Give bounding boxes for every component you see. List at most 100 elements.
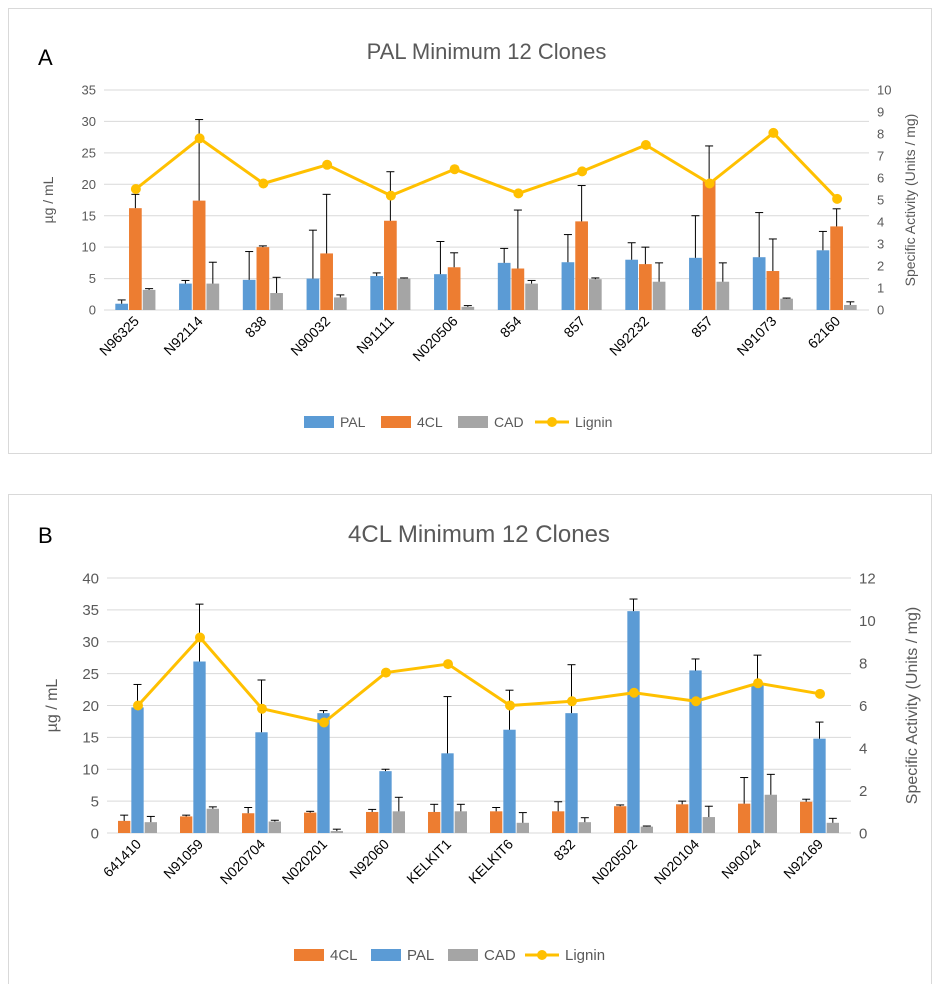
point-lignin xyxy=(381,667,391,678)
bar-cad xyxy=(588,279,602,310)
legend-label: PAL xyxy=(407,947,434,964)
category-label: N020502 xyxy=(589,836,641,888)
category-label: N91059 xyxy=(160,836,206,882)
bar-4cl xyxy=(180,816,193,833)
y-tick-label: 30 xyxy=(82,114,96,129)
point-lignin xyxy=(130,184,141,194)
bar-pal xyxy=(370,276,384,310)
category-label: N92232 xyxy=(606,313,652,359)
point-lignin xyxy=(832,193,843,204)
legend-marker-lignin xyxy=(537,950,547,960)
bar-pal xyxy=(503,729,516,833)
y-tick-label: 5 xyxy=(89,271,96,286)
bar-cad xyxy=(333,297,347,310)
legend-swatch-cad xyxy=(458,416,488,428)
bar-4cl xyxy=(766,271,780,310)
category-label: N020506 xyxy=(409,313,461,365)
bar-4cl xyxy=(129,208,142,310)
bar-4cl xyxy=(830,226,843,310)
legend-label: 4CL xyxy=(417,414,443,430)
bar-4cl xyxy=(639,264,652,310)
bar-pal xyxy=(497,262,511,310)
y-tick-label: 10 xyxy=(82,240,96,255)
legend-swatch-4cl xyxy=(381,416,411,428)
bar-pal xyxy=(816,250,830,310)
legend-label: CAD xyxy=(494,414,524,430)
bar-pal xyxy=(179,283,192,310)
legend-label: Lignin xyxy=(575,414,612,430)
bar-pal xyxy=(242,279,256,310)
y2-axis-title: Specific Activity (Units / mg) xyxy=(904,607,921,804)
bar-4cl xyxy=(702,180,716,310)
line-lignin xyxy=(134,131,839,200)
category-label: 857 xyxy=(688,313,716,341)
y-tick-label: 25 xyxy=(82,145,96,160)
y2-tick-label: 6 xyxy=(859,698,867,715)
bar-pal xyxy=(379,771,392,833)
panel-label-b: B xyxy=(38,523,53,548)
y-tick-label: 20 xyxy=(82,698,99,715)
category-label: N020104 xyxy=(651,836,703,888)
y2-tick-label: 12 xyxy=(859,570,876,587)
point-lignin xyxy=(385,190,396,201)
bar-cad xyxy=(652,281,666,310)
panel-label-a: A xyxy=(38,45,53,70)
legend-label: Lignin xyxy=(565,947,605,964)
bar-4cl xyxy=(366,811,379,833)
y-tick-label: 0 xyxy=(91,825,99,842)
bar-4cl xyxy=(242,813,255,833)
y2-tick-label: 4 xyxy=(859,740,867,757)
point-lignin xyxy=(133,700,143,711)
bar-4cl xyxy=(800,801,813,833)
category-label: N91111 xyxy=(353,313,397,357)
bar-pal xyxy=(131,707,144,833)
y-tick-label: 5 xyxy=(91,793,99,810)
point-lignin xyxy=(704,178,715,189)
bar-pal xyxy=(813,738,826,833)
bar-cad xyxy=(780,298,793,310)
line-lignin xyxy=(136,636,821,724)
bar-pal xyxy=(441,753,454,833)
category-label: KELKIT6 xyxy=(465,836,516,887)
point-lignin xyxy=(322,159,333,170)
legend-label: 4CL xyxy=(330,947,358,964)
point-lignin xyxy=(319,717,329,728)
category-label: N020704 xyxy=(217,836,269,888)
y2-tick-label: 0 xyxy=(859,825,867,842)
legend-marker-lignin xyxy=(547,417,557,427)
category-label: N92060 xyxy=(346,836,392,882)
bar-cad xyxy=(525,283,538,310)
bar-pal xyxy=(689,257,702,310)
bar-cad xyxy=(392,811,405,833)
bar-cad xyxy=(270,293,283,310)
bar-pal xyxy=(752,257,766,310)
point-lignin xyxy=(567,696,577,707)
legend-label: PAL xyxy=(340,414,366,430)
bar-4cl xyxy=(511,268,525,310)
bar-pal xyxy=(255,732,268,833)
chart-panel-b: B 4CL Minimum 12 Clones 0 5 10 15 20 25 30 35 40 0… xyxy=(8,494,932,984)
y-tick-label: 15 xyxy=(82,730,99,747)
point-lignin xyxy=(258,178,269,189)
category-label: N91073 xyxy=(734,313,780,359)
bar-cad xyxy=(826,822,839,833)
bar-4cl xyxy=(575,221,588,310)
bar-pal xyxy=(115,303,129,310)
category-label: N020201 xyxy=(279,836,331,888)
y2-axis-title: Specific Activity (Units / mg) xyxy=(902,114,918,287)
bar-4cl xyxy=(304,812,317,833)
point-lignin xyxy=(443,659,453,670)
bar-cad xyxy=(702,817,715,833)
bar-4cl xyxy=(552,811,565,833)
point-lignin xyxy=(577,166,588,177)
bar-pal xyxy=(317,713,330,833)
bar-pal xyxy=(625,259,639,310)
y-tick-label: 30 xyxy=(82,634,99,651)
y2-tick-label: 7 xyxy=(877,149,884,164)
bar-pal xyxy=(751,684,764,833)
y2-tick-label: 10 xyxy=(859,613,876,630)
category-label: 838 xyxy=(242,313,270,341)
y2-tick-label: 3 xyxy=(877,237,884,252)
bar-4cl xyxy=(428,811,441,833)
bar-cad xyxy=(843,304,857,310)
